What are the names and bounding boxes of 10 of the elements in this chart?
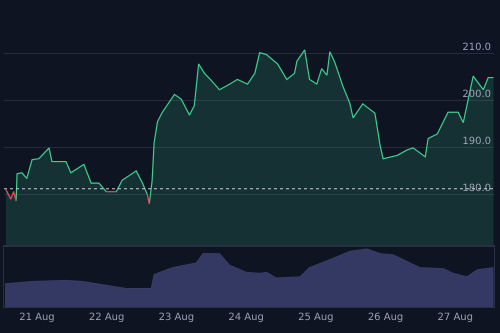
x-tick-label: 22 Aug xyxy=(88,312,124,323)
x-tick-label: 25 Aug xyxy=(298,312,334,323)
y-tick-label: 180.0 xyxy=(462,182,491,194)
x-tick-label: 26 Aug xyxy=(368,312,404,323)
y-tick-label: 190.0 xyxy=(462,136,491,147)
x-tick-label: 21 Aug xyxy=(19,312,55,323)
y-tick-label: 210.0 xyxy=(462,42,491,54)
x-tick-label: 23 Aug xyxy=(158,312,194,323)
x-tick-label: 27 Aug xyxy=(438,312,473,323)
x-tick-label: 24 Aug xyxy=(228,312,264,323)
